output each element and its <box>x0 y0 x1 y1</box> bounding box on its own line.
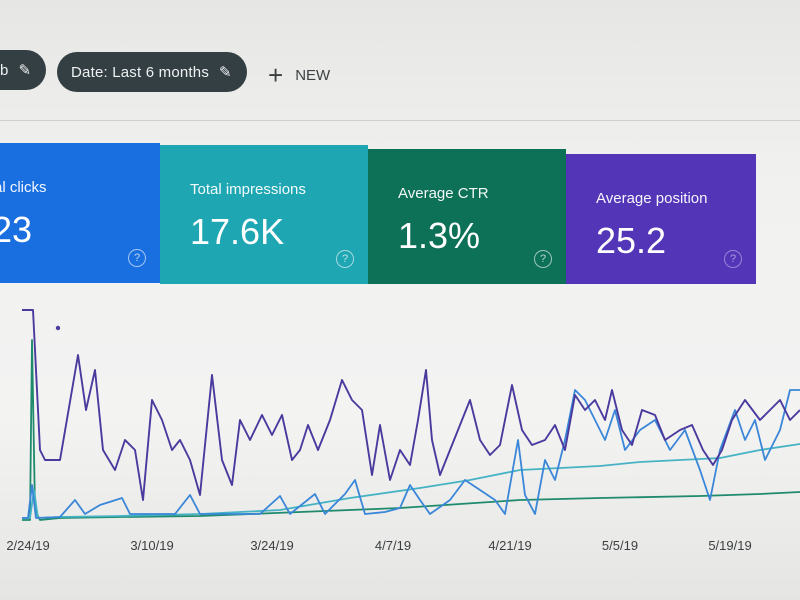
date-filter-label: Date: Last 6 months <box>71 63 210 81</box>
x-tick-label: 3/24/19 <box>250 538 293 553</box>
question-circle-icon[interactable]: ? <box>534 250 552 268</box>
metric-value: 17.6K <box>190 211 285 252</box>
metric-label: Average CTR <box>398 185 489 202</box>
question-circle-icon[interactable]: ? <box>336 250 354 268</box>
position-series-line <box>22 309 800 501</box>
metric-value: 1.3% <box>398 215 481 256</box>
date-filter-chip[interactable]: Date: Last 6 months ✎ <box>57 52 247 92</box>
metric-label: al clicks <box>0 179 47 196</box>
question-circle-icon[interactable]: ? <box>128 249 146 267</box>
divider <box>0 120 800 121</box>
metric-label: Total impressions <box>190 181 306 198</box>
metric-card-position[interactable]: Average position 25.2 ? <box>566 154 756 284</box>
pencil-icon[interactable]: ✎ <box>18 62 32 79</box>
filter-chip-label: b <box>0 61 9 79</box>
performance-chart: 2/24/19 3/10/19 3/24/19 4/7/19 4/21/19 5/5/19… <box>0 300 800 600</box>
new-button-label: NEW <box>295 66 331 84</box>
x-tick-label: 2/24/19 <box>6 538 49 553</box>
clicks-series-line <box>22 389 800 519</box>
metric-value: 25.2 <box>596 220 667 261</box>
x-tick-label: 3/10/19 <box>130 538 173 553</box>
x-tick-label: 5/5/19 <box>602 538 638 553</box>
metric-card-ctr[interactable]: Average CTR 1.3% ? <box>368 149 566 284</box>
plus-icon: + <box>268 60 284 90</box>
ctr-series-line <box>22 339 800 521</box>
metric-card-impressions[interactable]: Total impressions 17.6K ? <box>160 145 368 284</box>
new-filter-button[interactable]: + NEW <box>268 60 330 90</box>
position-series-point <box>55 325 61 331</box>
x-tick-label: 4/21/19 <box>488 538 531 553</box>
question-circle-icon[interactable]: ? <box>724 250 742 268</box>
chart-svg: 2/24/19 3/10/19 3/24/19 4/7/19 4/21/19 5/5/19… <box>6 309 800 553</box>
metric-card-clicks[interactable]: al clicks 23 ? <box>0 143 160 283</box>
metric-cards: al clicks 23 ? Total impressions 17.6K ?… <box>0 140 800 290</box>
x-tick-label: 5/19/19 <box>708 538 751 553</box>
metric-value: 23 <box>0 209 33 250</box>
metric-label: Average position <box>596 190 708 207</box>
filter-bar: b ✎ Date: Last 6 months ✎ + NEW <box>0 30 800 120</box>
pencil-icon[interactable]: ✎ <box>219 64 232 81</box>
x-tick-label: 4/7/19 <box>375 538 411 553</box>
filter-chip[interactable]: b ✎ <box>0 50 46 90</box>
